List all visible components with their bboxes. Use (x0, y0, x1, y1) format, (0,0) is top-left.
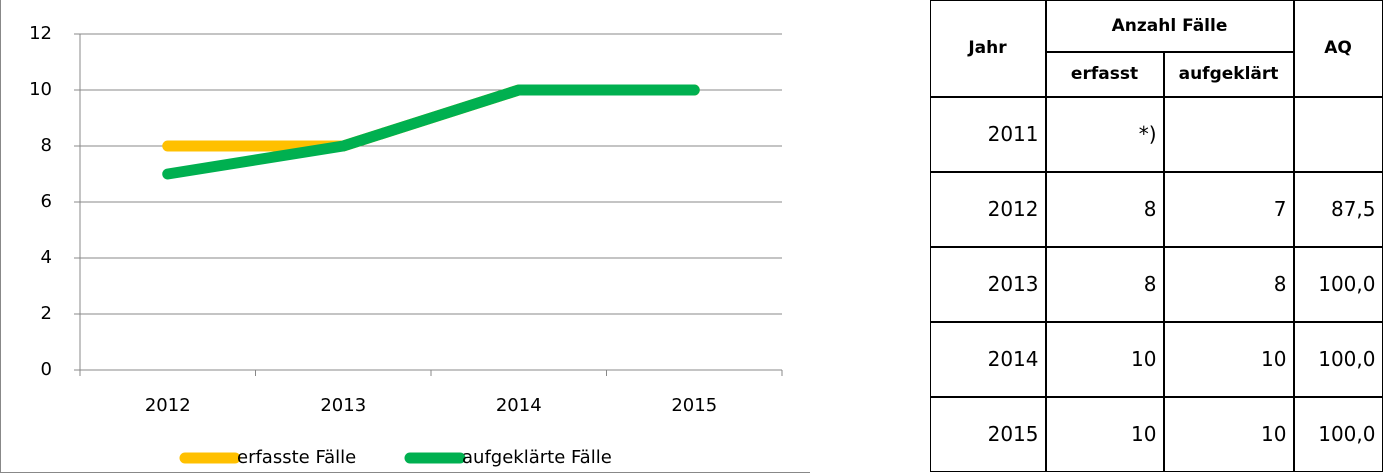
table-cell: 10 (1045, 396, 1164, 472)
table-cell: 10 (1045, 321, 1164, 397)
legend-label: erfasste Fälle (237, 447, 356, 468)
table-cell: 87,5 (1293, 171, 1383, 247)
header-cell: AQ (1293, 0, 1383, 97)
table-cell: 2014 (929, 321, 1046, 397)
table-cell: 100,0 (1293, 396, 1383, 472)
y-tick-label: 12 (29, 23, 52, 44)
table-cell: 2012 (929, 171, 1046, 247)
header-cell: Jahr (929, 0, 1046, 97)
table-cell (1163, 96, 1294, 172)
table-cell: 2011 (929, 96, 1046, 172)
table-cell: 2015 (929, 396, 1046, 472)
table-cell: 10 (1163, 396, 1294, 472)
table-cell (1293, 96, 1383, 172)
header-cell: Anzahl Fälle (1045, 0, 1294, 52)
header-cell: erfasst (1045, 51, 1164, 97)
table-cell: 7 (1163, 171, 1294, 247)
table-cell: 10 (1163, 321, 1294, 397)
table-cell: 2013 (929, 246, 1046, 322)
x-tick-label: 2014 (496, 395, 542, 416)
table-cell: 8 (1045, 171, 1164, 247)
x-tick-label: 2015 (671, 395, 717, 416)
table-cell: 8 (1163, 246, 1294, 322)
y-tick-label: 8 (41, 135, 52, 156)
y-tick-label: 10 (29, 79, 52, 100)
legend-label: aufgeklärte Fälle (462, 447, 612, 468)
y-tick-label: 4 (41, 247, 52, 268)
line-series (162, 84, 700, 180)
x-tick-label: 2013 (320, 395, 366, 416)
table-cell: 100,0 (1293, 246, 1383, 322)
table-cell: *) (1045, 96, 1164, 172)
header-cell: aufgeklärt (1163, 51, 1294, 97)
table-cell: 100,0 (1293, 321, 1383, 397)
table-cell: 8 (1045, 246, 1164, 322)
y-tick-label: 6 (41, 191, 52, 212)
y-tick-label: 0 (41, 359, 52, 380)
x-tick-label: 2012 (145, 395, 191, 416)
y-tick-label: 2 (41, 303, 52, 324)
